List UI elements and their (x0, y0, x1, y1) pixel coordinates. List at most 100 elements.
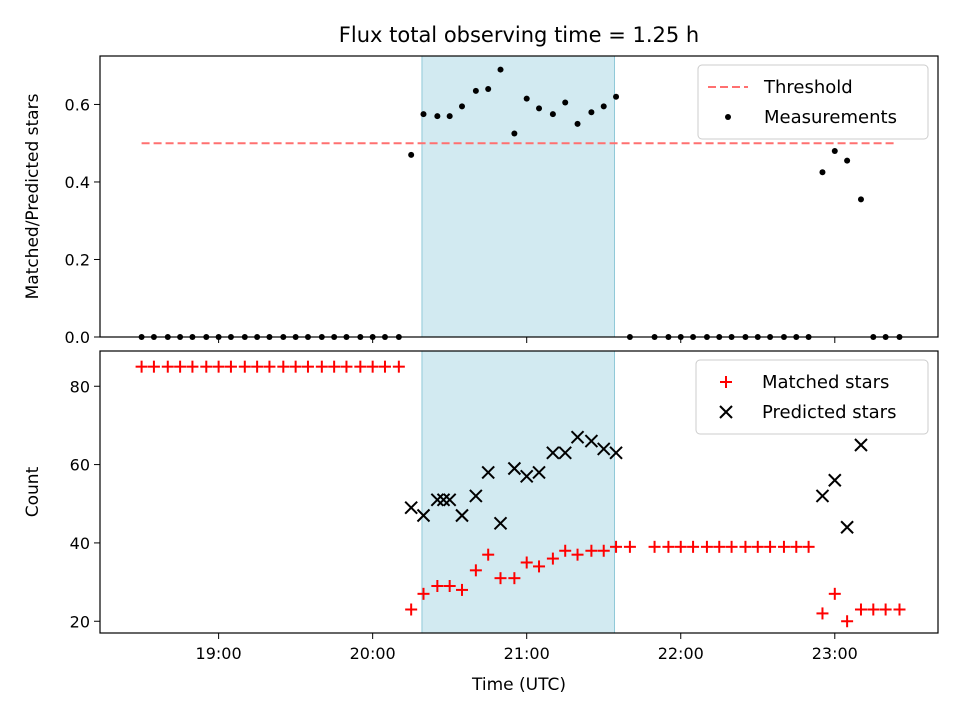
measurements-point (562, 99, 569, 106)
predicted-stars-point (469, 489, 483, 503)
predicted-stars-point (404, 500, 418, 515)
matched-stars-point (354, 360, 367, 373)
chart-title: Flux total observing time = 1.25 h (339, 23, 699, 47)
matched-stars-point (687, 540, 700, 553)
predicted-stars-point (854, 438, 868, 452)
measurements-point (857, 196, 864, 203)
legend-bottom: Matched stars Predicted stars (695, 359, 929, 435)
matched-stars-point (623, 540, 636, 553)
matched-stars-point (546, 552, 559, 565)
matched-stars-point (674, 540, 687, 553)
predicted-stars-point (597, 442, 611, 456)
x-tick-label: 20:00 (350, 644, 396, 663)
matched-stars-point (289, 360, 302, 373)
matched-stars-point (161, 360, 174, 373)
matched-stars-point (508, 572, 521, 585)
matched-stars-point (559, 544, 572, 557)
matched-stars-point (443, 580, 456, 592)
matched-stars-point (340, 360, 353, 373)
matched-stars-point (212, 360, 225, 373)
matched-stars-point (417, 587, 430, 600)
legend-box (697, 64, 929, 140)
matched-stars-point (520, 556, 533, 569)
legend-matched-stars-swatch (720, 376, 732, 388)
matched-stars-point (174, 360, 187, 373)
matched-stars-point (662, 540, 675, 553)
plot-frame-bottom (99, 350, 939, 634)
matched-stars-point (263, 360, 276, 373)
matched-stars-point (186, 360, 199, 373)
legend-measurements-swatch (725, 114, 731, 120)
predicted-stars-point (840, 520, 854, 534)
matched-stars-point (764, 540, 777, 553)
y-tick-label: 0.6 (65, 95, 90, 114)
matched-stars-point (135, 360, 148, 373)
measurements-point (600, 103, 607, 110)
x-tick-label: 22:00 (658, 644, 704, 663)
matched-stars-point (431, 580, 444, 592)
predicted-stars-point (416, 508, 431, 523)
predicted-stars-point (546, 446, 560, 460)
matched-stars-point (585, 544, 598, 557)
y-tick-label: 0.0 (65, 328, 90, 347)
measurements-point (523, 95, 530, 102)
count-panel: 20 40 60 80 19:00 20:00 21:00 22:00 23:00 Count… (23, 350, 939, 695)
measurements-point (819, 169, 826, 176)
legend-label: Predicted stars (762, 402, 896, 423)
matched-stars-point (879, 603, 892, 616)
matched-stars-point (392, 360, 405, 373)
measurements-point (574, 120, 581, 127)
matched-stars-point (790, 540, 803, 553)
measurements-point (497, 66, 504, 73)
count-series (135, 360, 906, 628)
matched-stars-point (828, 587, 841, 600)
matched-stars-point (571, 548, 584, 561)
predicted-stars-point (815, 489, 830, 503)
highlight-span-top (421, 55, 616, 338)
measurements-point (536, 105, 543, 112)
x-axis-label: Time (UTC) (471, 675, 566, 695)
y-axis-label-top: Matched/Predicted stars (23, 93, 43, 299)
matched-stars-point (277, 360, 290, 373)
measurements-point (446, 113, 453, 120)
y-axis-bottom: 20 40 60 80 (70, 377, 100, 631)
matched-stars-point (725, 540, 738, 553)
predicted-stars-point (455, 508, 469, 523)
measurements-point (511, 130, 518, 137)
legend-label: Measurements (764, 107, 897, 128)
predicted-stars-point (436, 493, 451, 507)
matched-stars-point (482, 548, 495, 561)
matched-stars-point (893, 603, 906, 616)
matched-stars-point (533, 560, 546, 573)
matched-stars-point (841, 615, 854, 628)
predicted-stars-point (532, 465, 546, 480)
legend-top: Threshold Measurements (697, 64, 929, 140)
matched-stars-point (238, 360, 251, 373)
y-tick-label: 60 (70, 456, 90, 475)
predicted-stars-point (507, 461, 522, 476)
plot-frame-top (99, 55, 939, 338)
matched-stars-point (739, 540, 752, 553)
predicted-stars-point (828, 473, 842, 487)
matched-stars-point (777, 540, 790, 553)
x-tick-label: 19:00 (196, 644, 242, 663)
y-tick-label: 40 (70, 534, 90, 553)
matched-stars-point (147, 360, 160, 373)
matched-stars-point (700, 540, 713, 553)
predicted-stars-point (570, 430, 585, 444)
matched-stars-point (200, 360, 213, 373)
predicted-stars-point (609, 446, 623, 460)
y-tick-label: 0.2 (65, 250, 90, 269)
matched-stars-point (597, 544, 610, 557)
measurements-point (408, 151, 415, 158)
predicted-stars-point (430, 493, 445, 507)
predicted-stars-point (442, 493, 457, 507)
measurements-point (434, 113, 441, 120)
matched-stars-point (315, 360, 328, 373)
legend-box (695, 359, 929, 435)
measurements-point (613, 93, 620, 100)
measurements-point (485, 85, 492, 92)
matched-stars-point (648, 540, 661, 553)
ratio-panel: 0.0 0.2 0.4 0.6 Matched/Predicted stars Thr… (23, 55, 939, 347)
